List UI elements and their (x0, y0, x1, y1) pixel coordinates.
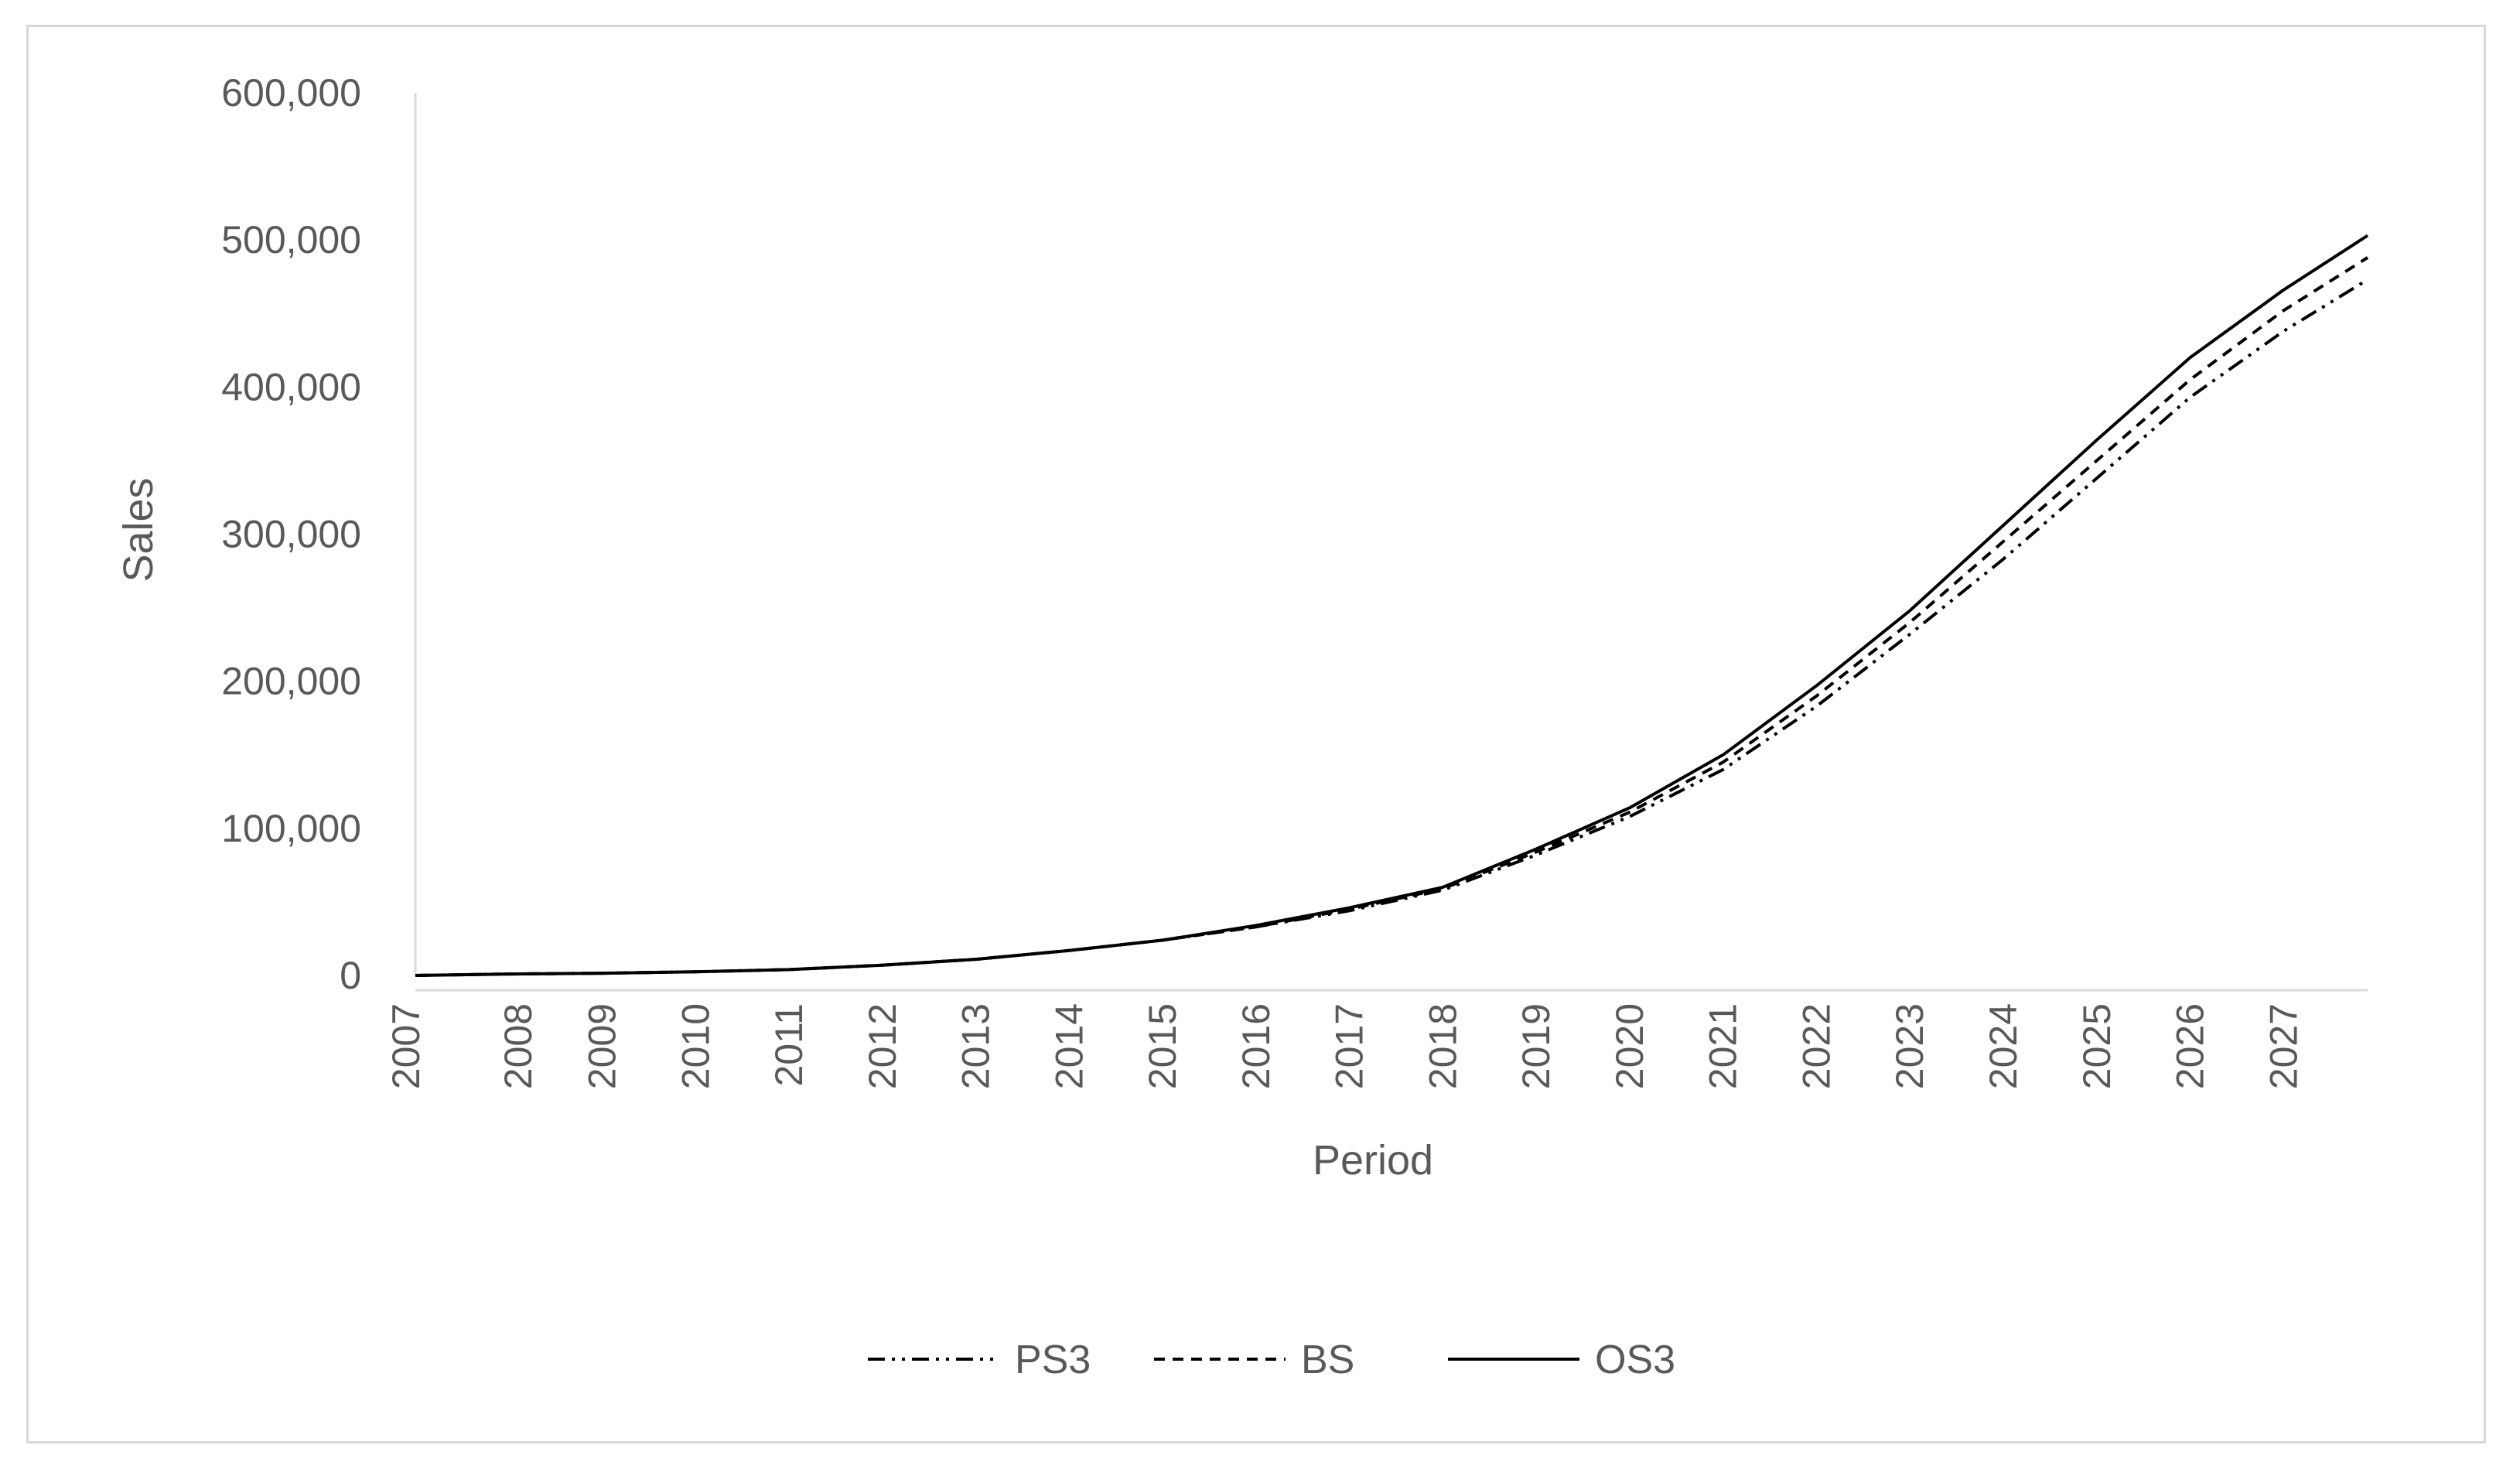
series-layer (415, 234, 2369, 977)
line-chart: 0 100,000 200,000 300,000 400,000 500,000 600,… (115, 71, 2369, 1382)
chart-frame: 0 100,000 200,000 300,000 400,000 500,000 600,… (26, 25, 2486, 1443)
y-tick-label: 600,000 (221, 71, 361, 114)
y-tick-label: 100,000 (221, 807, 361, 850)
y-axis-ticks: 0 100,000 200,000 300,000 400,000 500,000 600,… (221, 71, 361, 997)
x-tick-label: 2018 (1421, 1003, 1464, 1089)
x-tick-label: 2022 (1794, 1003, 1838, 1089)
legend-label-os3: OS3 (1595, 1337, 1675, 1382)
x-tick-label: 2023 (1888, 1003, 1931, 1089)
x-tick-label: 2026 (2169, 1003, 2212, 1089)
x-tick-label: 2014 (1047, 1003, 1091, 1089)
x-tick-label: 2025 (2075, 1003, 2119, 1089)
x-tick-label: 2021 (1702, 1003, 1745, 1089)
x-tick-label: 2017 (1328, 1003, 1371, 1089)
x-tick-label: 2015 (1141, 1003, 1184, 1089)
y-tick-label: 200,000 (221, 660, 361, 703)
series-line-ps3 (415, 278, 2369, 977)
x-tick-label: 2011 (767, 1003, 811, 1087)
y-tick-label: 400,000 (221, 365, 361, 408)
x-tick-label: 2009 (581, 1003, 624, 1089)
x-tick-label: 2013 (954, 1003, 998, 1089)
y-axis-title: Sales (115, 477, 162, 582)
x-tick-label: 2010 (674, 1003, 717, 1089)
x-axis-ticks: 2007 2008 2009 2010 2011 2012 2013 2014 2015 2016… (384, 1003, 2305, 1089)
x-tick-label: 2012 (861, 1003, 904, 1089)
x-tick-label: 2024 (1982, 1003, 2025, 1089)
y-tick-label: 500,000 (221, 218, 361, 261)
y-tick-label: 300,000 (221, 513, 361, 556)
x-tick-label: 2007 (384, 1003, 428, 1089)
y-tick-label: 0 (340, 954, 361, 997)
series-line-os3 (415, 234, 2369, 977)
x-tick-label: 2016 (1234, 1003, 1278, 1089)
x-axis-title: Period (1313, 1137, 1433, 1184)
legend: PS3 BS OS3 (868, 1337, 1675, 1382)
x-tick-label: 2027 (2262, 1003, 2305, 1089)
series-line-bs (415, 256, 2369, 977)
legend-label-ps3: PS3 (1015, 1337, 1091, 1382)
legend-label-bs: BS (1301, 1337, 1354, 1382)
x-tick-label: 2008 (497, 1003, 540, 1089)
x-tick-label: 2020 (1608, 1003, 1651, 1089)
x-tick-label: 2019 (1514, 1003, 1558, 1089)
